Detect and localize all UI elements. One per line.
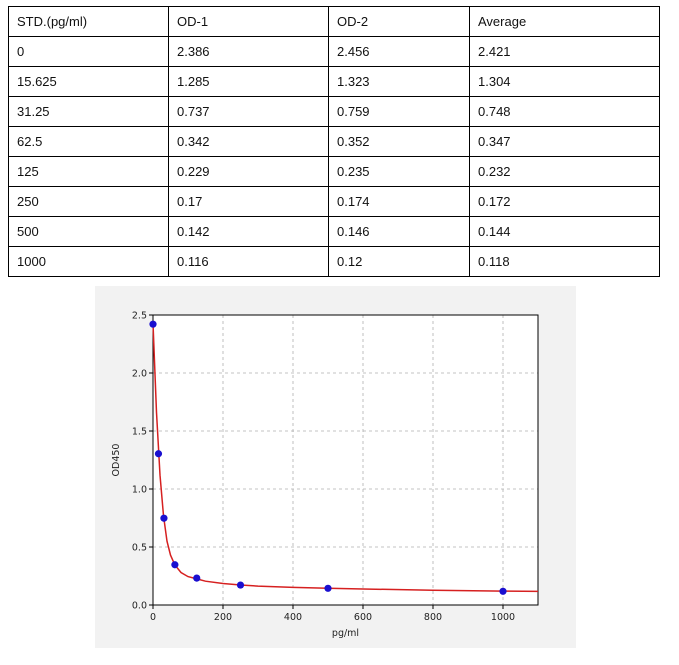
x-tick-label: 1000: [491, 612, 515, 623]
cell-od2: 0.174: [328, 186, 470, 217]
cell-std: 15.625: [8, 66, 169, 97]
y-tick-label: 2.5: [132, 311, 147, 322]
cell-od2: 0.12: [328, 246, 470, 277]
cell-average: 0.118: [469, 246, 660, 277]
table-row: 125 0.229 0.235 0.232: [8, 156, 660, 187]
x-tick-label: 600: [354, 612, 372, 623]
cell-average: 0.232: [469, 156, 660, 187]
table-body: STD.(pg/ml) OD-1 OD-2 Average 0 2.386 2.…: [8, 6, 660, 277]
y-tick-label: 0.0: [132, 601, 147, 612]
header-average: Average: [469, 6, 660, 37]
table-row: 250 0.17 0.174 0.172: [8, 186, 660, 217]
data-point: [154, 450, 163, 458]
y-tick-label: 2.0: [132, 369, 147, 380]
cell-od1: 2.386: [168, 36, 329, 67]
cell-od2: 0.352: [328, 126, 470, 157]
cell-std: 125: [8, 156, 169, 187]
axis-ticks: 0 200 400 600 800 1000 0.0 0.5 1.0 1.5 2.0 2.5: [132, 311, 515, 624]
header-od1: OD-1: [168, 6, 329, 37]
data-point: [324, 584, 332, 592]
x-tick-label: 200: [214, 612, 232, 623]
cell-od2: 0.146: [328, 216, 470, 247]
data-point: [499, 587, 507, 595]
cell-std: 0: [8, 36, 169, 67]
cell-od1: 0.737: [168, 96, 329, 127]
plot-frame: [152, 314, 539, 606]
cell-od2: 0.235: [328, 156, 470, 187]
x-tick-label: 0: [150, 612, 156, 623]
data-point: [171, 561, 179, 569]
header-od2: OD-2: [328, 6, 470, 37]
table-row: 1000 0.116 0.12 0.118: [8, 246, 660, 277]
cell-od2: 0.759: [328, 96, 470, 127]
cell-average: 1.304: [469, 66, 660, 97]
header-std: STD.(pg/ml): [8, 6, 169, 37]
plot-background: [153, 315, 538, 605]
table-row: 62.5 0.342 0.352 0.347: [8, 126, 660, 157]
table-header-row: STD.(pg/ml) OD-1 OD-2 Average: [8, 6, 660, 37]
cell-od1: 0.17: [168, 186, 329, 217]
x-tick-label: 800: [424, 612, 442, 623]
data-point: [149, 320, 157, 328]
cell-std: 1000: [8, 246, 169, 277]
cell-std: 500: [8, 216, 169, 247]
cell-od2: 2.456: [328, 36, 470, 67]
y-tick-label: 1.5: [132, 427, 147, 438]
cell-average: 0.347: [469, 126, 660, 157]
cell-od1: 1.285: [168, 66, 329, 97]
table-row: 500 0.142 0.146 0.144: [8, 216, 660, 247]
cell-std: 250: [8, 186, 169, 217]
y-tick-label: 1.0: [132, 485, 147, 496]
standard-curve-table: STD.(pg/ml) OD-1 OD-2 Average 0 2.386 2.…: [8, 6, 660, 277]
data-point: [236, 581, 245, 589]
table-row: 31.25 0.737 0.759 0.748: [8, 96, 660, 127]
y-tick-label: 0.5: [132, 543, 147, 554]
table-row: 15.625 1.285 1.323 1.304: [8, 66, 660, 97]
x-axis-label: pg/ml: [332, 628, 359, 639]
y-axis-label: OD450: [111, 444, 122, 477]
cell-od2: 1.323: [328, 66, 470, 97]
cell-average: 0.748: [469, 96, 660, 127]
cell-od1: 0.342: [168, 126, 329, 157]
cell-average: 2.421: [469, 36, 660, 67]
cell-od1: 0.116: [168, 246, 329, 277]
data-points: [149, 320, 507, 595]
chart-svg: 0 200 400 600 800 1000 0.0 0.5 1.0 1.5 2.0 2.5 pg/m…: [111, 311, 539, 639]
standard-curve-chart: 0 200 400 600 800 1000 0.0 0.5 1.0 1.5 2.0 2.5 pg/m…: [95, 286, 576, 648]
cell-std: 62.5: [8, 126, 169, 157]
cell-average: 0.172: [469, 186, 660, 217]
cell-std: 31.25: [8, 96, 169, 127]
table-row: 0 2.386 2.456 2.421: [8, 36, 660, 67]
data-point: [193, 574, 201, 582]
x-tick-label: 400: [284, 612, 302, 623]
cell-od1: 0.229: [168, 156, 329, 187]
data-point: [160, 514, 168, 522]
cell-od1: 0.142: [168, 216, 329, 247]
cell-average: 0.144: [469, 216, 660, 247]
